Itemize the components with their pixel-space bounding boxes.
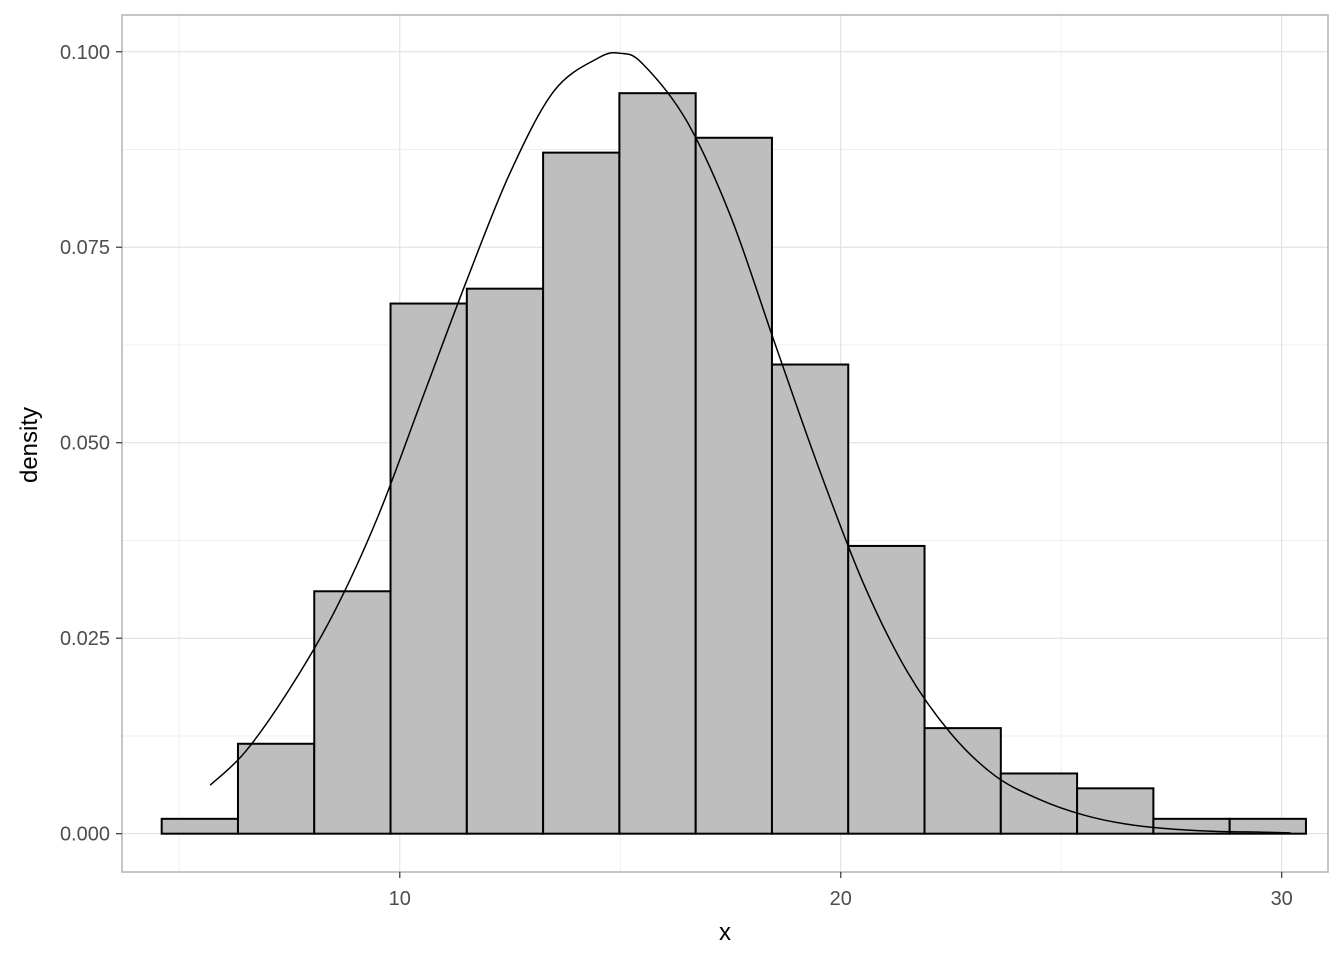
y-tick-labels: 0.000 0.025 0.050 0.075 0.100	[60, 42, 110, 846]
panel-border	[121, 14, 1329, 873]
histogram-bar	[694, 136, 773, 835]
histogram-bar	[542, 151, 621, 835]
histogram-bars	[160, 92, 1307, 835]
y-tick-label: 0.100	[60, 42, 110, 64]
histogram-bar	[618, 92, 697, 835]
histogram-bar	[236, 742, 316, 835]
density-curve	[209, 51, 1291, 834]
histogram-bar	[313, 590, 392, 835]
x-tick-label: 10	[389, 888, 411, 910]
x-tick-labels: 10 20 30	[389, 888, 1293, 910]
histogram-bar	[465, 287, 545, 835]
y-tick-label: 0.025	[60, 628, 110, 650]
y-tick-label: 0.000	[60, 824, 110, 846]
histogram-bar	[999, 772, 1079, 835]
histogram-bar	[847, 544, 926, 835]
x-axis-title: x	[719, 919, 731, 946]
histogram-bar	[770, 363, 850, 835]
histogram-bar	[923, 727, 1002, 835]
x-tick-label: 30	[1271, 888, 1293, 910]
y-tick-label: 0.075	[60, 237, 110, 259]
histogram-bar	[1228, 817, 1307, 835]
histogram-bar	[160, 817, 239, 835]
x-tick-label: 20	[830, 888, 852, 910]
axis-ticks	[116, 51, 1283, 878]
y-axis-title: density	[16, 407, 43, 483]
y-tick-label: 0.050	[60, 433, 110, 455]
